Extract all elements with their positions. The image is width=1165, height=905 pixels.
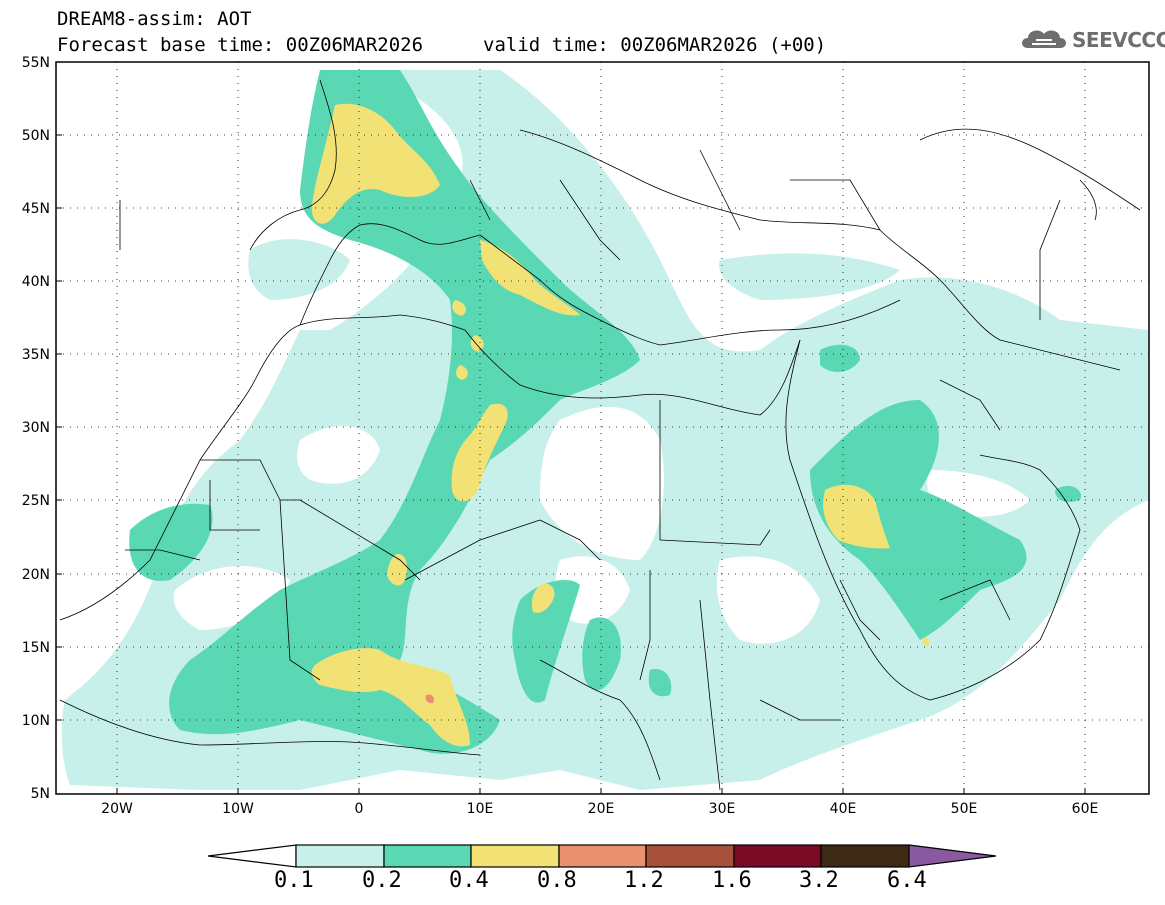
map-frame <box>55 61 1150 795</box>
lon-label: 40E <box>830 801 857 817</box>
colorbar-label: 0.8 <box>537 868 577 893</box>
colorbar-label: 1.2 <box>624 868 664 893</box>
colorbar-low-arrow <box>207 844 297 868</box>
colorbar-bin <box>733 844 822 868</box>
aot-band-0-8 <box>425 694 435 704</box>
lat-label: 30N <box>22 420 50 436</box>
lat-label: 40N <box>22 274 50 290</box>
lon-label: 20W <box>101 801 133 817</box>
lat-label: 45N <box>22 201 50 217</box>
cloud-icon <box>1022 30 1066 48</box>
lon-label: 50E <box>951 801 978 817</box>
latitude-labels: 55N 50N 45N 40N 35N 30N 25N 20N 15N 10N … <box>22 55 50 802</box>
colorbar-bin <box>645 844 735 868</box>
colorbar-label: 0.4 <box>449 868 489 893</box>
axis-ticks <box>56 134 1086 794</box>
lat-label: 5N <box>31 786 50 802</box>
lat-label: 35N <box>22 347 50 363</box>
colorbar-bin <box>383 844 472 868</box>
colorbar-high-arrow <box>908 844 997 868</box>
colorbar-bin <box>558 844 647 868</box>
lat-label: 20N <box>22 567 50 583</box>
lat-label: 50N <box>22 128 50 144</box>
aot-band-0-2 <box>129 70 1081 754</box>
colorbar <box>207 844 997 868</box>
lon-label: 30E <box>709 801 736 817</box>
logo-text: SEEVCCC <box>1072 28 1165 52</box>
lat-label: 15N <box>22 640 50 656</box>
graticule <box>56 62 1149 794</box>
lat-label: 10N <box>22 713 50 729</box>
aot-band-0-4 <box>311 103 930 747</box>
colorbar-label: 1.6 <box>712 868 752 893</box>
colorbar-bin <box>295 844 385 868</box>
colorbar-label: 3.2 <box>799 868 839 893</box>
longitude-labels: 20W 10W 0 10E 20E 30E 40E 50E 60E <box>101 801 1098 817</box>
lon-label: 10W <box>222 801 254 817</box>
colorbar-label: 6.4 <box>887 868 927 893</box>
lon-label: 60E <box>1072 801 1099 817</box>
lat-label: 55N <box>22 55 50 71</box>
colorbar-label: 0.2 <box>362 868 402 893</box>
lat-label: 25N <box>22 493 50 509</box>
colorbar-bin <box>470 844 560 868</box>
colorbar-bin <box>820 844 910 868</box>
colorbar-label: 0.1 <box>274 868 314 893</box>
lon-label: 10E <box>467 801 494 817</box>
valid-time: valid time: 00Z06MAR2026 (+00) <box>483 34 827 56</box>
lon-label: 0 <box>355 801 364 817</box>
forecast-base-time: Forecast base time: 00Z06MAR2026 <box>57 34 424 56</box>
coastlines <box>59 79 1141 791</box>
map-title: DREAM8-assim: AOT <box>57 8 252 30</box>
lon-label: 20E <box>588 801 615 817</box>
aot-field <box>56 62 1149 794</box>
